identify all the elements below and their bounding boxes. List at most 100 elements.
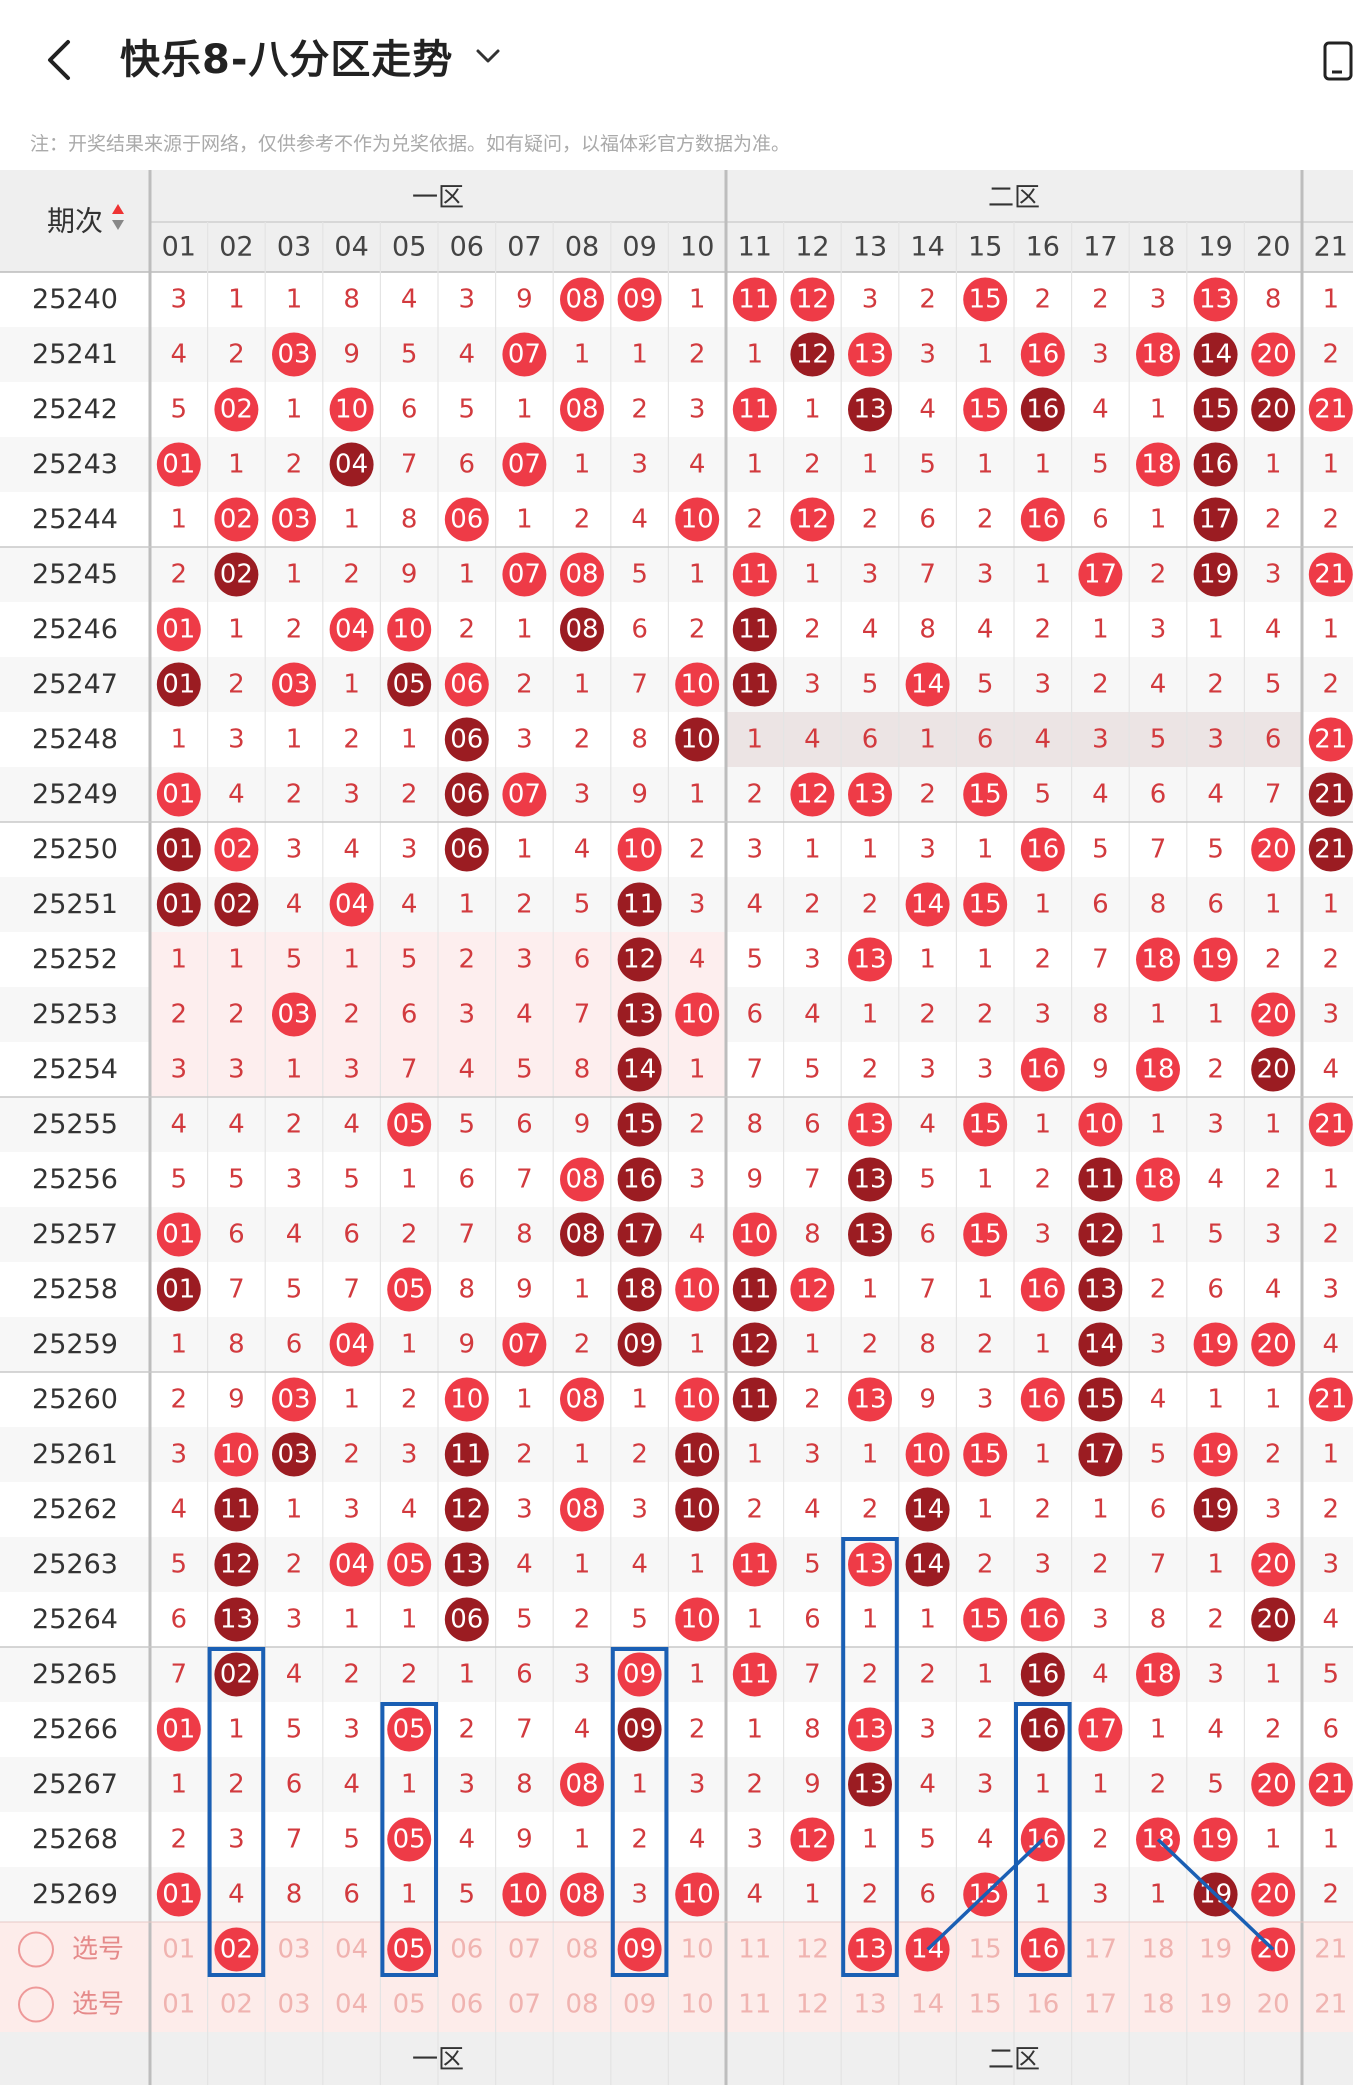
- number-ball: 10: [675, 1267, 720, 1312]
- pick-ball[interactable]: 09: [617, 1927, 662, 1972]
- pick-number[interactable]: 14: [911, 1990, 944, 2020]
- pick-number[interactable]: 17: [1084, 1935, 1117, 1965]
- number-ball: 11: [732, 1267, 777, 1312]
- pick-number[interactable]: 05: [393, 1990, 426, 2020]
- number-ball: 03: [272, 662, 316, 707]
- svg-text:05: 05: [393, 1825, 426, 1855]
- svg-text:20: 20: [1257, 1330, 1290, 1360]
- device-icon[interactable]: [1322, 40, 1353, 82]
- miss-count: 3: [401, 835, 418, 865]
- miss-count: 8: [804, 1715, 821, 1745]
- pick-number[interactable]: 07: [508, 1990, 541, 2020]
- pick-number[interactable]: 19: [1199, 1935, 1232, 1965]
- miss-count: 2: [459, 1715, 476, 1745]
- pick-number[interactable]: 08: [565, 1990, 598, 2020]
- svg-text:11: 11: [450, 1440, 483, 1470]
- highlight-box: [841, 1537, 899, 1977]
- select-radio[interactable]: [18, 1986, 54, 2023]
- svg-text:06: 06: [450, 1605, 483, 1635]
- svg-text:16: 16: [1026, 835, 1059, 865]
- miss-count: 5: [171, 395, 188, 425]
- number-ball: 03: [272, 332, 316, 377]
- pick-number[interactable]: 10: [681, 1935, 714, 1965]
- select-radio[interactable]: [18, 1931, 54, 1968]
- svg-text:20: 20: [1257, 1770, 1290, 1800]
- pick-number[interactable]: 21: [1314, 1935, 1347, 1965]
- pick-number[interactable]: 21: [1314, 1990, 1347, 2020]
- pick-ball[interactable]: 05: [387, 1927, 432, 1972]
- pick-number[interactable]: 04: [335, 1990, 368, 2020]
- number-ball: 10: [675, 1872, 720, 1917]
- miss-count: 6: [1207, 1275, 1224, 1305]
- svg-text:03: 03: [277, 505, 310, 535]
- chevron-down-icon[interactable]: [475, 48, 501, 64]
- pick-number[interactable]: 18: [1141, 1990, 1174, 2020]
- pick-number[interactable]: 10: [681, 1990, 714, 2020]
- pick-number[interactable]: 06: [450, 1935, 483, 1965]
- pick-number[interactable]: 12: [796, 1935, 829, 1965]
- miss-count: 8: [286, 1880, 303, 1910]
- pick-number[interactable]: 18: [1141, 1935, 1174, 1965]
- chevron-left-icon[interactable]: [40, 38, 80, 82]
- pick-number[interactable]: 03: [277, 1990, 310, 2020]
- svg-text:01: 01: [162, 1220, 195, 1250]
- miss-count: 1: [171, 505, 188, 535]
- miss-count: 6: [459, 1165, 476, 1195]
- column-header: 03: [277, 232, 311, 263]
- pick-number[interactable]: 17: [1084, 1990, 1117, 2020]
- pick-number[interactable]: 06: [450, 1990, 483, 2020]
- svg-text:05: 05: [393, 1550, 426, 1580]
- number-ball: 13: [444, 1542, 489, 1587]
- pick-ball[interactable]: 02: [214, 1927, 259, 1972]
- pick-number[interactable]: 02: [220, 1990, 253, 2020]
- svg-text:11: 11: [1084, 1165, 1117, 1195]
- svg-text:06: 06: [450, 670, 483, 700]
- pick-number[interactable]: 09: [623, 1990, 656, 2020]
- pick-number[interactable]: 11: [738, 1935, 771, 1965]
- miss-count: 1: [1323, 1825, 1340, 1855]
- pick-number[interactable]: 13: [853, 1990, 886, 2020]
- miss-count: 6: [286, 1330, 303, 1360]
- pick-ball[interactable]: 16: [1020, 1927, 1065, 1972]
- pick-number[interactable]: 08: [565, 1935, 598, 1965]
- pick-number[interactable]: 16: [1026, 1990, 1059, 2020]
- pick-number[interactable]: 01: [162, 1935, 195, 1965]
- pick-number[interactable]: 20: [1257, 1990, 1290, 2020]
- miss-count: 4: [401, 890, 418, 920]
- sort-updown-icon[interactable]: [112, 204, 124, 230]
- pick-number[interactable]: 15: [969, 1990, 1002, 2020]
- period-cell: 25266: [32, 1714, 118, 1745]
- miss-count: 3: [1150, 615, 1167, 645]
- number-ball: 04: [329, 1322, 374, 1367]
- svg-text:01: 01: [162, 1275, 195, 1305]
- miss-count: 1: [862, 1605, 879, 1635]
- svg-text:01: 01: [162, 835, 195, 865]
- pick-number[interactable]: 15: [969, 1935, 1002, 1965]
- miss-count: 7: [804, 1165, 821, 1195]
- pick-number[interactable]: 19: [1199, 1990, 1232, 2020]
- miss-count: 2: [977, 1550, 994, 1580]
- miss-count: 5: [171, 1165, 188, 1195]
- miss-count: 2: [1265, 1440, 1282, 1470]
- pick-number[interactable]: 11: [738, 1990, 771, 2020]
- pick-number[interactable]: 01: [162, 1990, 195, 2020]
- number-ball: 13: [848, 1707, 892, 1752]
- pick-number[interactable]: 07: [508, 1935, 541, 1965]
- number-ball: 10: [502, 1872, 547, 1917]
- pick-label: 选号: [72, 1935, 124, 1965]
- miss-count: 5: [631, 560, 648, 590]
- number-ball: 06: [444, 1597, 489, 1642]
- pick-ball[interactable]: 13: [848, 1927, 892, 1972]
- miss-count: 1: [574, 1275, 591, 1305]
- pick-number[interactable]: 04: [335, 1935, 368, 1965]
- period-cell: 25243: [32, 449, 118, 480]
- pick-number[interactable]: 03: [277, 1935, 310, 1965]
- svg-text:10: 10: [681, 505, 714, 535]
- miss-count: 3: [228, 1825, 245, 1855]
- miss-count: 4: [343, 835, 360, 865]
- pick-number[interactable]: 12: [796, 1990, 829, 2020]
- number-ball: 01: [156, 662, 201, 707]
- number-ball: 06: [444, 827, 489, 872]
- number-ball: 11: [732, 552, 777, 597]
- miss-count: 6: [919, 505, 936, 535]
